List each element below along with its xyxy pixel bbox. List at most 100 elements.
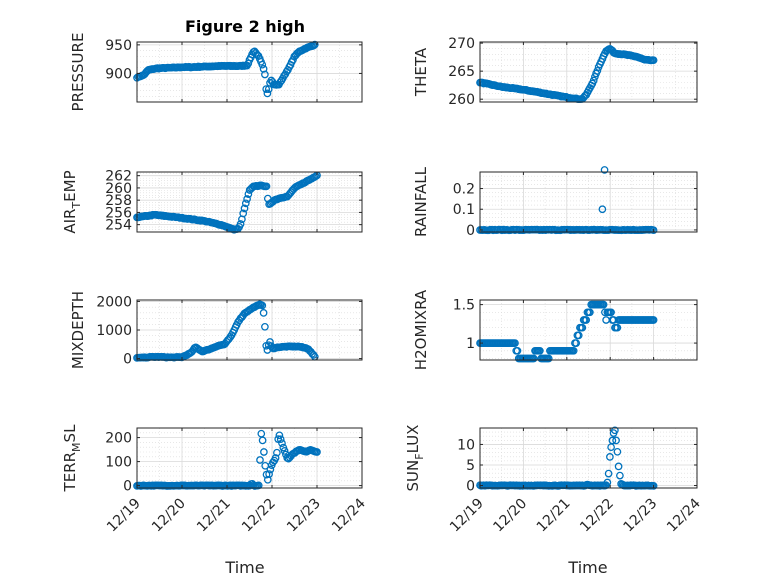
sun_flux-point (604, 469, 613, 478)
sun_flux-point (616, 471, 624, 480)
terr_msl-point (265, 470, 273, 478)
h2omixra-point (586, 308, 594, 317)
x-axis-label-left: Time (224, 558, 264, 577)
y-tick-label: 0.2 (453, 182, 475, 198)
h2omixra-point (578, 323, 587, 332)
h2omixra-point (599, 300, 608, 309)
y-tick-label: 256 (105, 205, 132, 221)
x-tick-label: 12/20 (490, 496, 530, 536)
terr_msl-point (278, 439, 286, 448)
terr_msl-point (274, 435, 283, 443)
sun_flux-point (614, 462, 623, 471)
x-tick-label: 12/23 (284, 496, 324, 536)
x-tick-label: 12/23 (621, 496, 661, 536)
h2omixra-series (476, 300, 658, 363)
air_temp-ylabel: AIRTEMP (61, 170, 83, 233)
terr_msl-point (256, 456, 264, 464)
h2omixra-ylabel: H2OMIXRA (412, 289, 430, 370)
y-tick-label: 1.5 (453, 298, 475, 314)
y-tick-label: 260 (105, 181, 132, 197)
rainfall-point (598, 205, 607, 214)
y-tick-label: 900 (105, 66, 132, 82)
pressure-series (133, 40, 319, 98)
h2omixra-point (544, 354, 553, 363)
h2omixra-point (574, 331, 583, 340)
y-tick-label: 270 (448, 36, 475, 52)
terr_msl-point (275, 431, 284, 440)
rainfall-axes-box (479, 171, 698, 233)
air_temp-point (240, 204, 249, 213)
terr_msl-point (266, 465, 275, 474)
terr_msl-axes: 12/19 12/20 12/21 12/22 12/23 12/24 0 100 200 TER… (61, 424, 369, 535)
mixdepth-point (258, 301, 267, 310)
air_temp-point (236, 220, 245, 228)
y-tick-label: 0 (466, 479, 475, 495)
h2omixra-point (513, 346, 522, 355)
y-tick-label: 265 (448, 64, 475, 80)
air_temp-point (311, 172, 320, 181)
x-tick-label: 12/22 (577, 496, 617, 536)
h2omixra-point (582, 316, 591, 324)
x-tick-label: 12/19 (104, 496, 144, 536)
pressure-point (261, 70, 269, 79)
y-tick-label: 5 (466, 458, 475, 474)
rainfall-point (600, 166, 609, 174)
h2omixra-point (511, 339, 519, 347)
pressure-point (310, 40, 319, 49)
terr_msl-point (276, 435, 285, 444)
y-tick-label: 0 (123, 352, 132, 368)
sun_flux-point (611, 426, 619, 435)
x-tick-label: 12/21 (194, 496, 234, 536)
h2omixra-point (572, 339, 581, 347)
x-tick-label: 12/21 (534, 496, 574, 536)
h2omixra-point (649, 316, 658, 324)
x-tick-label: 12/22 (239, 496, 279, 536)
x-axis-label-right: Time (567, 558, 607, 577)
terr_msl-point (280, 447, 289, 455)
terr_msl-point (273, 448, 281, 457)
rainfall-axes: 0 0.1 0.2 RAINFALL (412, 166, 698, 239)
y-tick-label: 100 (105, 455, 132, 471)
y-tick-label: 260 (448, 92, 475, 108)
y-tick-label: 200 (105, 431, 132, 447)
sun_flux-point (613, 447, 622, 456)
y-tick-label: 258 (105, 193, 132, 209)
h2omixra-point (536, 346, 544, 355)
mixdepth-point (259, 309, 268, 317)
y-tick-label: 262 (105, 169, 132, 185)
terr_msl-point (254, 481, 263, 490)
terr_msl-ylabel: TERRMSL (61, 424, 83, 493)
sun_flux-axes: 12/19 12/20 12/21 12/22 12/23 12/24 0 5 10 SUNFLU… (404, 425, 704, 536)
theta-point (593, 66, 602, 75)
pressure-axes: 900 950 PRESSURE (69, 33, 363, 112)
mixdepth-series (133, 300, 319, 362)
theta-ylabel: THETA (412, 47, 430, 97)
terr_msl-point (260, 448, 268, 456)
terr_msl-axes-box (136, 427, 363, 489)
y-tick-label: 254 (105, 218, 132, 234)
h2omixra-axes-box (479, 299, 698, 361)
sun_flux-point (603, 478, 612, 487)
theta-point (589, 76, 598, 85)
theta-axes-box (479, 41, 698, 103)
air_temp-point (262, 182, 271, 191)
theta-axes: 260 265 270 THETA (412, 36, 698, 108)
pressure-point (263, 89, 272, 98)
y-tick-label: 0.1 (453, 202, 475, 218)
pressure-ylabel: PRESSURE (69, 33, 87, 112)
x-tick-label: 12/20 (149, 496, 189, 536)
sun_flux-point (608, 436, 617, 445)
terr_msl-point (258, 436, 267, 445)
air_temp-point (239, 209, 248, 218)
air_temp-point (241, 199, 250, 208)
h2omixra-point (607, 308, 615, 317)
pressure-axes-box (136, 41, 363, 103)
rainfall-point (649, 226, 658, 235)
rainfall-series (476, 166, 658, 235)
air_temp-series (133, 171, 321, 234)
y-tick-label: 0 (466, 223, 475, 239)
y-tick-label: 1000 (96, 323, 132, 339)
